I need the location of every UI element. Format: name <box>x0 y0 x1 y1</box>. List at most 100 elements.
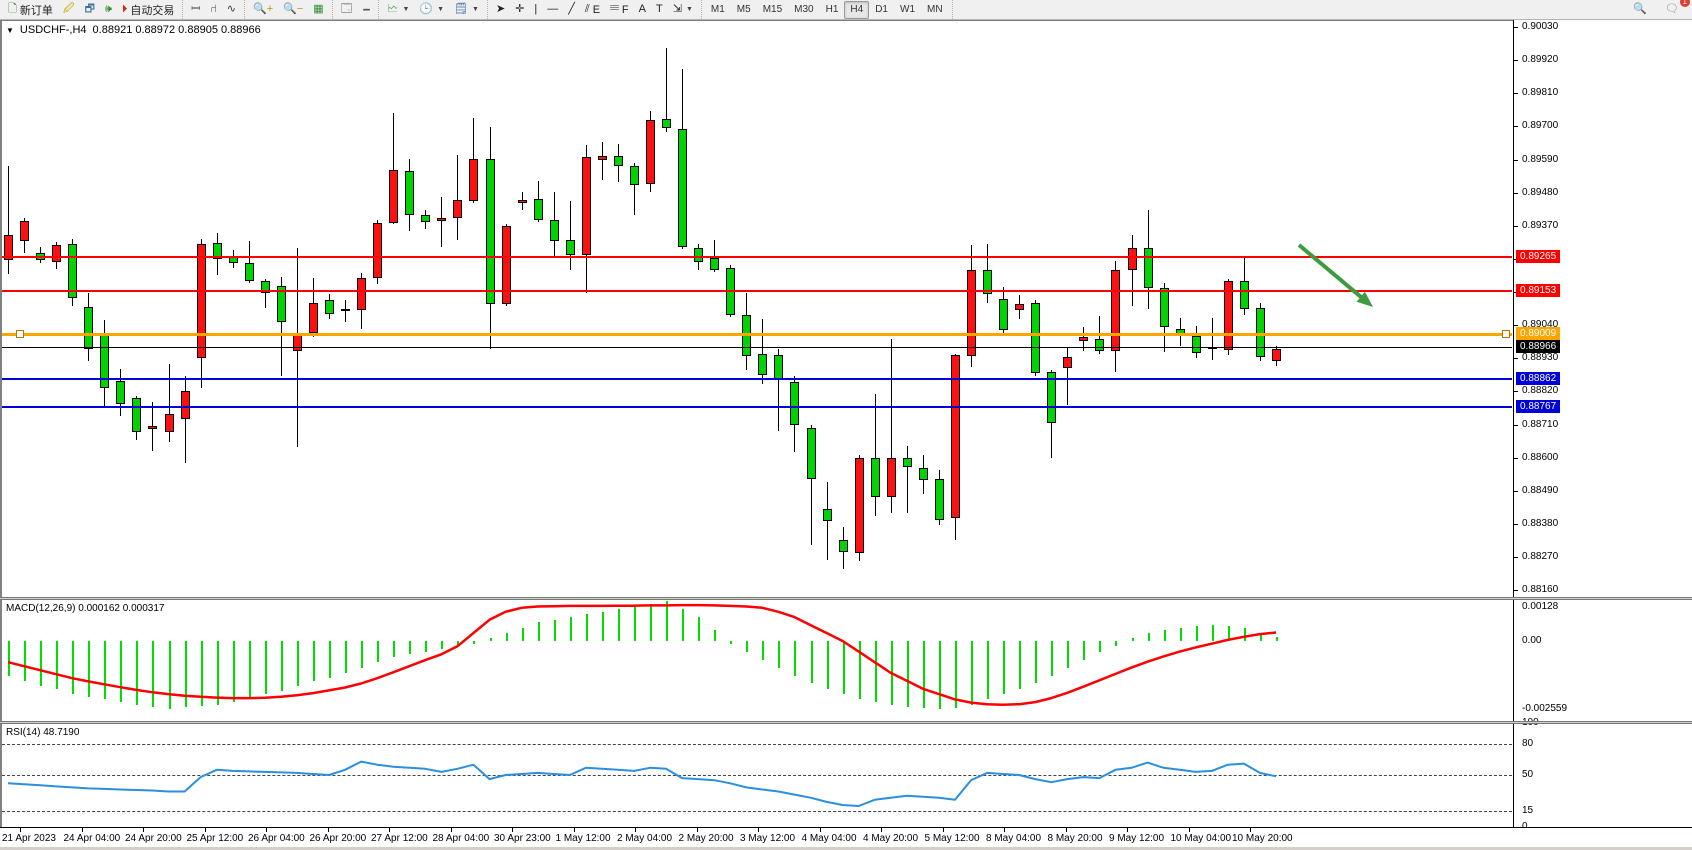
strategy-tester-button[interactable]: 🗕 <box>358 0 376 19</box>
candle-body-down[interactable] <box>325 299 334 314</box>
candle-body-down[interactable] <box>244 262 254 282</box>
candle-body-down[interactable] <box>1031 303 1041 373</box>
candle-body-down[interactable] <box>1047 372 1057 423</box>
period-button[interactable]: 🕒 ▼ <box>414 0 449 19</box>
pane-separator-macd[interactable] <box>0 597 1692 600</box>
candle-body-down[interactable] <box>1159 288 1169 327</box>
candle-body-up[interactable] <box>437 217 447 222</box>
timeframe-h1[interactable]: H1 <box>825 4 839 15</box>
candle-body-up[interactable] <box>308 303 318 333</box>
candle-body-down[interactable] <box>549 219 559 241</box>
candle-body-up[interactable] <box>1223 280 1233 350</box>
search-button[interactable]: 🔍 <box>1628 0 1652 19</box>
candle-body-down[interactable] <box>613 156 623 167</box>
candle-body-up[interactable] <box>341 309 351 312</box>
candle-body-down[interactable] <box>758 354 768 376</box>
candle-body-down[interactable] <box>822 508 832 521</box>
candle-body-down[interactable] <box>774 355 784 380</box>
candle-body-down[interactable] <box>838 540 848 552</box>
candle-body-down[interactable] <box>662 119 672 129</box>
candle-body-down[interactable] <box>629 165 639 186</box>
text-button[interactable]: A <box>634 0 651 19</box>
pivot-line[interactable] <box>2 333 1512 337</box>
candle-body-up[interactable] <box>196 243 206 358</box>
pane-separator-rsi[interactable] <box>0 721 1692 724</box>
candle-body-up[interactable] <box>357 277 367 311</box>
chart-window-button[interactable]: 🗗 <box>80 0 100 19</box>
candle-body-up[interactable] <box>1015 304 1025 311</box>
candle-body-up[interactable] <box>501 225 511 305</box>
bar-chart-button[interactable]: 𝄩 <box>186 0 205 19</box>
chevron-down-icon[interactable]: ▼ <box>685 6 693 13</box>
auto-trading-button[interactable]: ⏵ 自动交易 <box>117 0 180 19</box>
candle-body-up[interactable] <box>164 413 174 433</box>
candle-body-down[interactable] <box>694 247 704 263</box>
candle-body-down[interactable] <box>678 129 688 247</box>
candle-body-up[interactable] <box>389 170 399 224</box>
candle-body-down[interactable] <box>84 307 94 350</box>
candle-body-down[interactable] <box>1191 335 1201 353</box>
candle-body-down[interactable] <box>132 398 142 433</box>
candle-body-down[interactable] <box>1239 280 1249 309</box>
data-window-button[interactable]: 🗔 <box>336 0 358 19</box>
candle-body-up[interactable] <box>180 390 190 420</box>
candle-body-down[interactable] <box>902 457 912 468</box>
timeframe-m15[interactable]: M15 <box>762 4 783 15</box>
candle-body-up[interactable] <box>1111 269 1121 352</box>
candle-body-down[interactable] <box>1143 248 1153 289</box>
support-line-1[interactable] <box>2 377 1512 380</box>
candle-body-up[interactable] <box>4 234 13 261</box>
candle-body-down[interactable] <box>1095 338 1105 351</box>
candle-body-up[interactable] <box>854 457 864 554</box>
fibonacci-button[interactable]: 𝄘 F <box>605 0 634 19</box>
candle-body-down[interactable] <box>421 215 431 223</box>
tile-windows-button[interactable]: ▦ <box>308 0 328 19</box>
new-order-button[interactable]: 🗋 新订单 <box>3 0 58 19</box>
candle-body-down[interactable] <box>790 382 800 425</box>
candle-body-up[interactable] <box>581 157 591 255</box>
candle-body-down[interactable] <box>212 242 222 260</box>
candle-body-down[interactable] <box>999 298 1009 330</box>
candle-body-down[interactable] <box>918 468 928 480</box>
chevron-down-icon[interactable]: ▼ <box>402 6 410 13</box>
chevron-down-icon[interactable]: ▼ <box>472 6 479 13</box>
candle-body-up[interactable] <box>646 120 655 184</box>
timeframe-m5[interactable]: M5 <box>736 4 751 15</box>
template-button[interactable]: 🗒 ▼ <box>449 0 484 19</box>
candle-body-up[interactable] <box>1271 349 1281 361</box>
candle-body-up[interactable] <box>373 223 383 279</box>
price-axis[interactable]: 0.90030 0.89920 0.89810 0.89700 0.89590 0.894… <box>1513 20 1692 832</box>
candle-body-up[interactable] <box>1127 248 1137 270</box>
candle-body-up[interactable] <box>1063 357 1073 369</box>
label-button[interactable]: T <box>651 0 668 19</box>
candle-body-down[interactable] <box>1175 329 1185 334</box>
notifications-button[interactable]: 🗨 1 <box>1660 0 1690 19</box>
chevron-down-icon[interactable]: ▼ <box>437 6 445 13</box>
candle-body-down[interactable] <box>870 457 880 497</box>
line-chart-button[interactable]: ∿ <box>222 0 241 19</box>
candle-body-up[interactable] <box>950 355 960 518</box>
candle-body-down[interactable] <box>934 479 944 520</box>
zoom-in-button[interactable]: 🔍+ <box>248 0 278 19</box>
support-line-2[interactable] <box>2 406 1512 409</box>
candle-body-up[interactable] <box>967 269 976 357</box>
eraser-button[interactable]: 🖉 <box>58 0 80 19</box>
chevron-down-icon[interactable]: ▼ <box>6 25 14 35</box>
time-axis[interactable]: 21 Apr 2023 24 Apr 04:00 24 Apr 20:00 25 Ap… <box>0 827 1692 847</box>
candlestick-button[interactable]: ⑁ <box>205 0 222 19</box>
candle-body-up[interactable] <box>1079 337 1089 341</box>
candle-body-down[interactable] <box>983 269 993 295</box>
resistance-line-1[interactable] <box>2 256 1512 259</box>
candle-body-down[interactable] <box>485 158 495 305</box>
timeframe-m1[interactable]: M1 <box>710 4 725 15</box>
cursor-button[interactable]: ➤ <box>491 0 510 19</box>
candle-body-down[interactable] <box>68 243 78 299</box>
channel-button[interactable]: ⫽ E <box>580 0 605 19</box>
candle-body-up[interactable] <box>52 245 62 262</box>
timeframe-mn[interactable]: MN <box>927 4 943 15</box>
zoom-out-button[interactable]: 🔍− <box>278 0 308 19</box>
candle-body-down[interactable] <box>405 171 415 216</box>
timeframe-h4[interactable]: H4 <box>844 0 870 19</box>
line-selection-marker[interactable] <box>1502 330 1510 339</box>
candle-body-down[interactable] <box>565 239 575 255</box>
